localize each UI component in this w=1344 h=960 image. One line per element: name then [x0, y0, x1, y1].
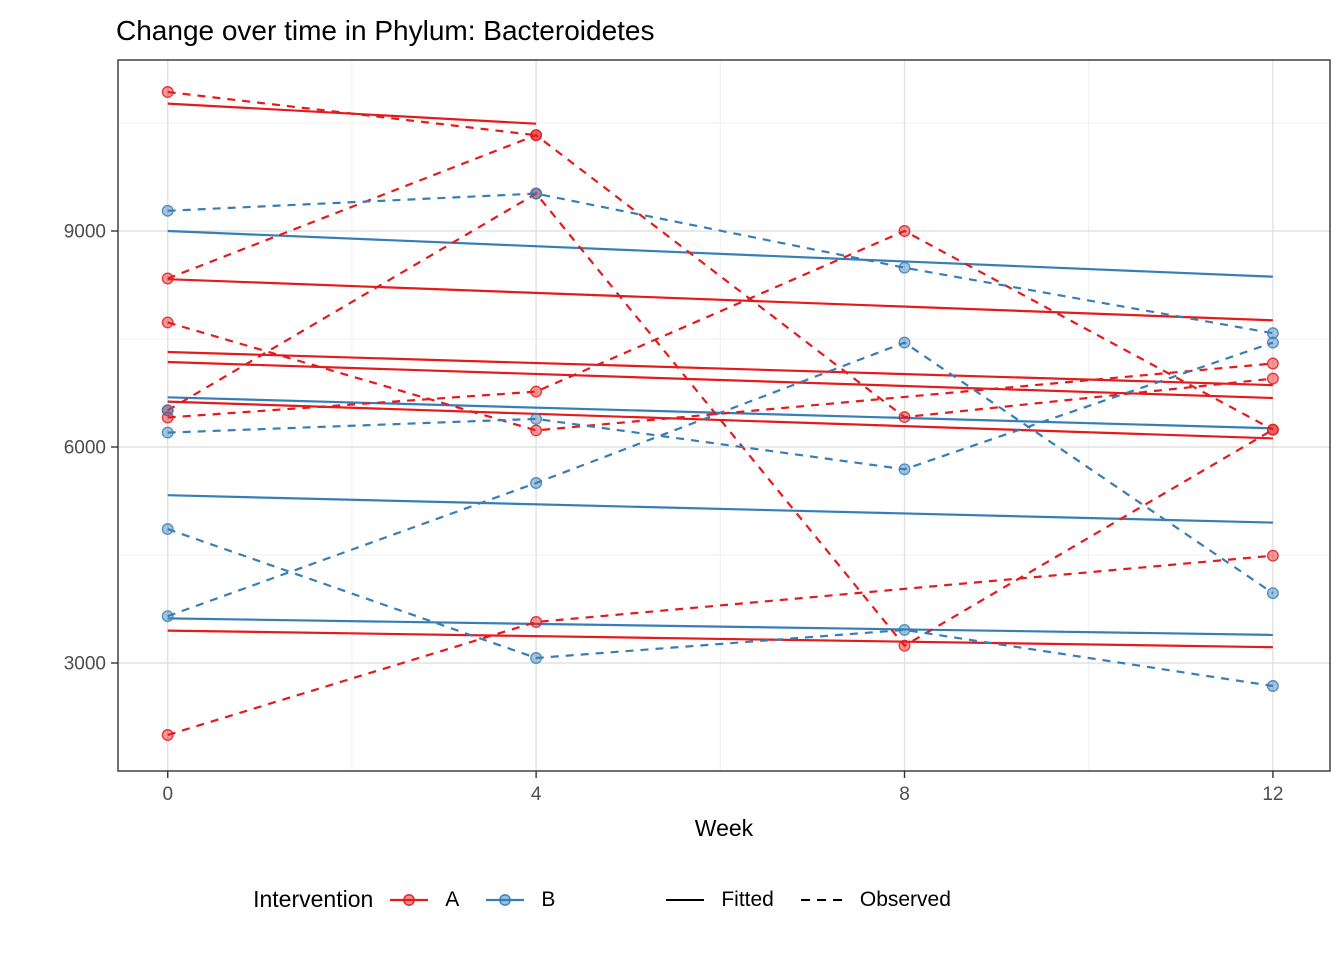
series-line-A2-observed: [167, 133, 1274, 419]
y-tick-label-6000: 6000: [64, 438, 106, 459]
data-point-B3-observed[interactable]: [161, 523, 174, 536]
series-line-A4-fitted: [167, 360, 1273, 400]
data-point-A5-observed[interactable]: [1266, 423, 1279, 436]
data-point-B1-observed[interactable]: [1266, 327, 1279, 340]
series-line-B3-observed: [167, 528, 1274, 688]
legend-label-observed[interactable]: Observed: [859, 887, 951, 911]
chart-title: Change over time in Phylum: Bacteroidete…: [116, 15, 655, 46]
data-point-B1-observed[interactable]: [161, 204, 174, 217]
data-point-A6-observed[interactable]: [530, 616, 543, 628]
data-point-B2-observed[interactable]: [1266, 336, 1279, 349]
x-tick-label-0: 0: [162, 784, 173, 805]
data-point-B2-observed[interactable]: [161, 426, 174, 439]
data-point-B2-observed[interactable]: [530, 412, 543, 425]
data-point-A2-observed[interactable]: [530, 129, 543, 142]
series-line-B1-fitted: [167, 229, 1273, 278]
legend-key-a-icon[interactable]: [387, 890, 431, 910]
x-tick-label-8: 8: [899, 784, 910, 805]
legend-label-a[interactable]: A: [445, 887, 460, 911]
data-point-A5-observed[interactable]: [530, 385, 543, 398]
legend-label-fitted[interactable]: Fitted: [721, 887, 774, 911]
legend-key-fitted-icon[interactable]: [663, 890, 707, 910]
data-point-A2-observed[interactable]: [1266, 372, 1279, 385]
series-line-B4-observed: [167, 341, 1274, 618]
y-tick-label-3000: 3000: [64, 654, 106, 675]
data-point-A5-observed[interactable]: [898, 225, 911, 237]
series-line-B1-observed: [167, 192, 1274, 335]
data-points: [161, 86, 1279, 741]
series-line-B3-fitted: [167, 494, 1273, 524]
data-point-B5-observed[interactable]: [161, 404, 174, 417]
y-tick-label-9000: 9000: [64, 222, 106, 243]
chart-canvas: Change over time in Phylum: Bacteroidete…: [64, 15, 1331, 841]
data-point-B1-observed[interactable]: [530, 187, 543, 200]
tick-labels: 3000 6000 9000 0 4 8 12: [64, 222, 1284, 806]
data-point-B4-observed[interactable]: [1266, 587, 1279, 600]
data-point-A6-observed[interactable]: [1266, 549, 1279, 562]
data-point-B3-observed[interactable]: [898, 623, 911, 636]
data-point-B4-observed[interactable]: [161, 610, 174, 623]
data-point-A3-observed[interactable]: [530, 424, 543, 437]
data-point-A6-observed[interactable]: [161, 729, 174, 741]
series-line-B2-observed: [167, 341, 1274, 471]
x-tick-label-12: 12: [1262, 784, 1283, 805]
gridlines: [118, 60, 1330, 771]
legend-label-b[interactable]: B: [541, 887, 556, 911]
series-line-B4-fitted: [167, 617, 1273, 636]
legend-title: Intervention: [253, 886, 374, 912]
x-axis-label: Week: [695, 815, 754, 841]
data-point-A3-observed[interactable]: [1266, 357, 1279, 370]
series-line-A4-observed: [167, 192, 1274, 648]
data-point-B3-observed[interactable]: [1266, 680, 1279, 692]
data-point-A3-observed[interactable]: [161, 316, 174, 329]
series-line-A2-fitted: [167, 278, 1273, 322]
series-line-A5-fitted: [167, 400, 1273, 440]
legend-key-observed-icon[interactable]: [798, 890, 846, 910]
axis-ticks: [111, 230, 1274, 778]
data-point-B2-observed[interactable]: [898, 463, 911, 476]
plot-panel-border: [117, 59, 1331, 772]
x-tick-label-4: 4: [531, 784, 542, 805]
data-point-A2-observed[interactable]: [898, 411, 911, 424]
legend-key-b-icon[interactable]: [483, 890, 527, 910]
data-point-B4-observed[interactable]: [530, 477, 543, 489]
series-line-A3-observed: [167, 321, 1273, 432]
series-lines: [167, 90, 1274, 737]
series-line-A3-fitted: [167, 350, 1273, 387]
series-line-A6-fitted: [167, 629, 1273, 649]
data-point-A1-observed[interactable]: [161, 86, 174, 98]
data-point-A4-observed[interactable]: [898, 639, 911, 652]
data-point-B1-observed[interactable]: [898, 261, 911, 274]
series-line-A1-observed: [167, 90, 537, 137]
data-point-B4-observed[interactable]: [898, 336, 911, 349]
chart-legend: Intervention A B Fitted Observed: [0, 886, 1279, 913]
data-point-B3-observed[interactable]: [530, 652, 543, 664]
data-point-A2-observed[interactable]: [161, 272, 174, 285]
series-line-A5-observed: [167, 229, 1274, 431]
